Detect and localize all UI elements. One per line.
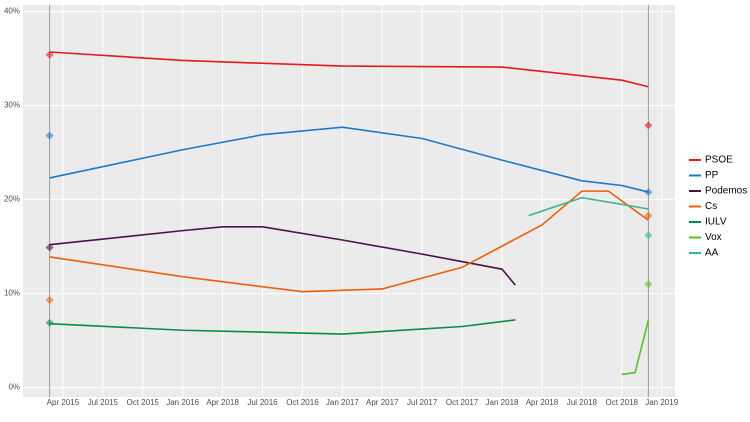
x-tick-label: Oct 2015 <box>127 398 160 407</box>
x-tick-label: Jan 2019 <box>645 398 678 407</box>
result-marker <box>644 211 653 220</box>
legend-label: PP <box>705 170 719 181</box>
legend-label: Vox <box>705 232 722 243</box>
x-tick-label: Apr 2018 <box>206 398 239 407</box>
plot-background <box>23 5 675 397</box>
legend-label: Podemos <box>705 186 747 197</box>
x-tick-label: Jan 2018 <box>486 398 519 407</box>
x-tick-label: Oct 2016 <box>286 398 319 407</box>
trend-line <box>528 196 649 217</box>
x-tick-label: Jul 2015 <box>88 398 119 407</box>
trend-line <box>49 51 649 88</box>
legend-label: IULV <box>705 217 727 228</box>
x-tick-label: Jul 2018 <box>567 398 598 407</box>
x-tick-label: Jan 2017 <box>326 398 359 407</box>
legend-label: Cs <box>705 201 717 212</box>
result-marker <box>644 280 653 289</box>
result-marker <box>45 296 54 305</box>
result-marker <box>644 188 653 197</box>
x-tick-label: Apr 2018 <box>526 398 559 407</box>
y-tick-label: 20% <box>4 195 20 204</box>
x-tick-label: Jul 2017 <box>407 398 438 407</box>
trend-line <box>49 226 516 286</box>
trend-line <box>621 319 650 376</box>
x-tick-label: Apr 2015 <box>47 398 80 407</box>
result-marker <box>644 231 653 240</box>
y-tick-label: 30% <box>4 101 20 110</box>
result-marker <box>45 318 54 327</box>
trend-line <box>49 319 516 335</box>
result-marker <box>45 131 54 140</box>
trend-line <box>49 190 649 293</box>
x-tick-label: Oct 2018 <box>606 398 639 407</box>
x-tick-label: Jul 2016 <box>247 398 278 407</box>
x-tick-label: Apr 2017 <box>366 398 399 407</box>
result-marker <box>45 50 54 59</box>
result-marker <box>644 121 653 130</box>
x-tick-label: Oct 2017 <box>446 398 479 407</box>
legend-label: AA <box>705 248 719 259</box>
x-tick-label: Jan 2016 <box>166 398 199 407</box>
y-tick-label: 0% <box>8 383 20 392</box>
legend-label: PSOE <box>705 155 733 166</box>
y-tick-label: 40% <box>4 7 20 16</box>
result-marker <box>45 243 54 252</box>
trend-line <box>49 126 649 193</box>
y-tick-label: 10% <box>4 289 20 298</box>
